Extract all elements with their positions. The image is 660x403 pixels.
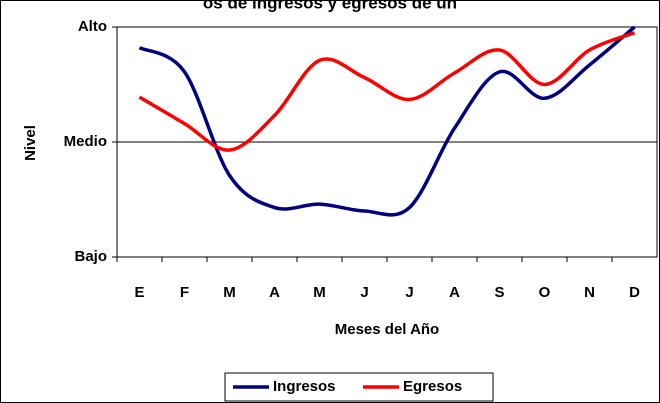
x-tick-label: D	[629, 284, 640, 301]
x-tick-label: A	[269, 284, 280, 301]
x-tick-label: M	[313, 284, 326, 301]
legend-box	[224, 372, 494, 402]
x-tick-label: S	[494, 284, 504, 301]
legend-label: Ingresos	[273, 378, 336, 395]
y-tick-label: Alto	[78, 18, 107, 35]
x-tick-label: J	[360, 284, 368, 301]
y-tick-label: Medio	[64, 133, 107, 150]
x-tick-label: J	[405, 284, 413, 301]
y-tick-label: Bajo	[74, 248, 107, 265]
x-tick-label: N	[584, 284, 595, 301]
x-axis-title: Meses del Año	[335, 321, 439, 338]
x-tick-label: M	[223, 284, 236, 301]
line-series	[138, 25, 636, 217]
line-series	[138, 31, 636, 152]
y-axis-title: Nivel	[22, 125, 39, 161]
x-tick-label: F	[180, 284, 189, 301]
x-tick-label: O	[539, 284, 551, 301]
x-tick-label: E	[134, 284, 144, 301]
x-tick-label: A	[449, 284, 460, 301]
legend-label: Egresos	[403, 378, 462, 395]
chart-title: os de ingresos y egresos de un	[203, 0, 457, 12]
